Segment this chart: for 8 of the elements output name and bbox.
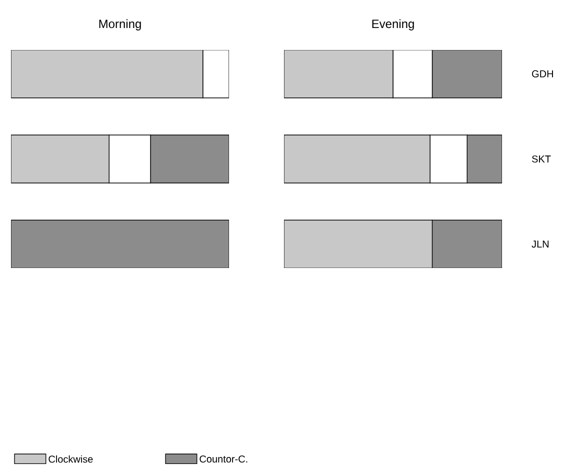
- legend-label: Countor-C.: [200, 455, 248, 463]
- y-tick-label: JLN: [532, 240, 549, 248]
- chart-title: Morning: [99, 19, 141, 30]
- chart-title: Evening: [372, 19, 414, 30]
- y-tick-label: GDH: [532, 70, 553, 78]
- bar: [11, 220, 230, 268]
- y-tick-label: SKT: [532, 155, 551, 163]
- legend-label: Clockwise: [48, 455, 93, 463]
